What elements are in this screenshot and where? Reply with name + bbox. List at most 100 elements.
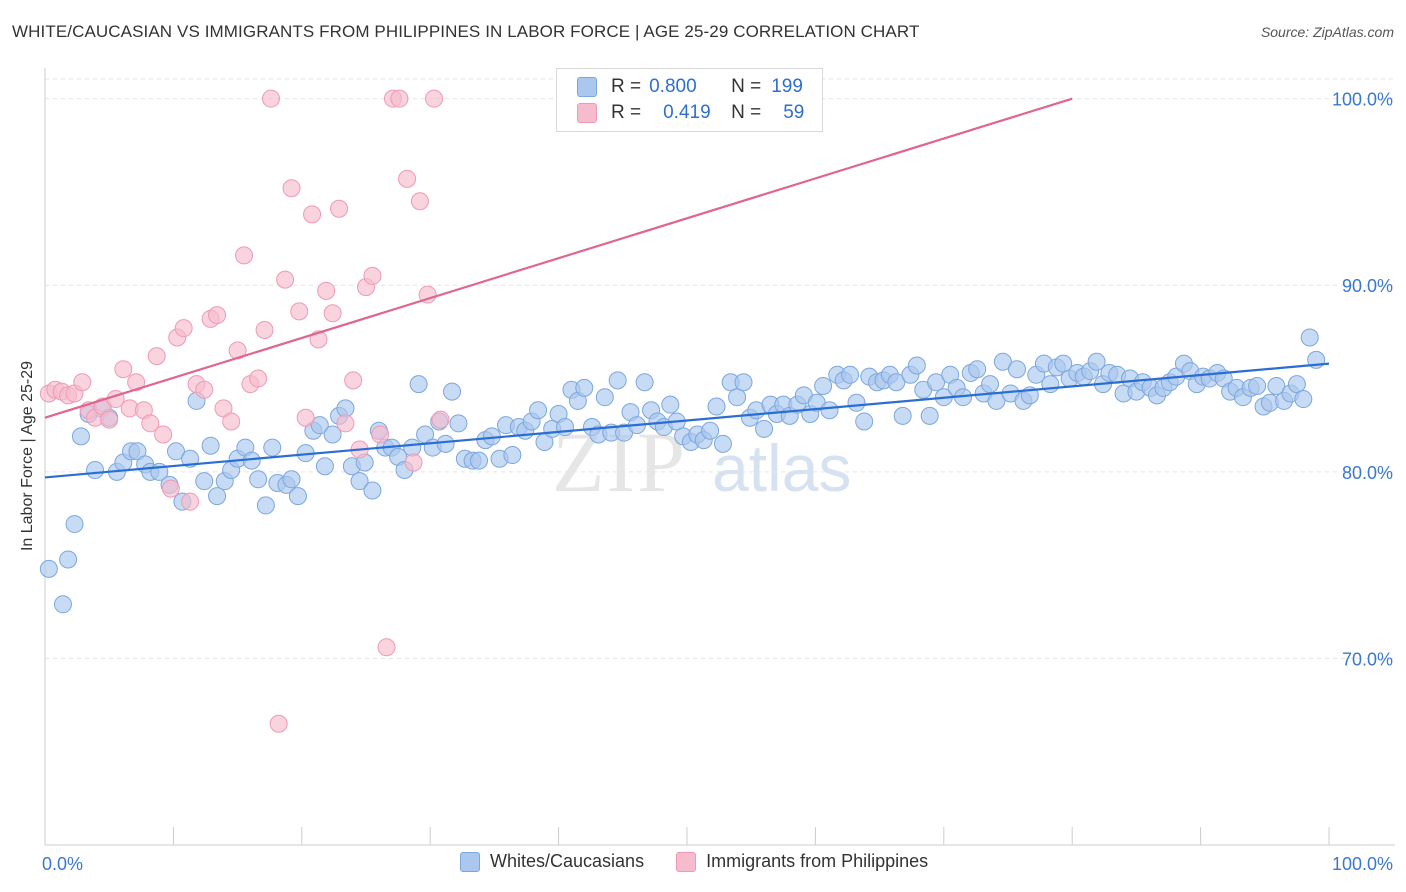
point-whites <box>841 365 860 384</box>
point-whites <box>443 382 462 401</box>
legend-r-label: R = <box>611 102 642 123</box>
bottom-legend-item-whites: Whites/Caucasians <box>460 851 644 872</box>
point-whites <box>993 352 1012 371</box>
point-whites <box>403 438 422 457</box>
chart-title: WHITE/CAUCASIAN VS IMMIGRANTS FROM PHILI… <box>12 22 920 41</box>
point-whites <box>59 550 78 569</box>
legend-row-philippines: R = 0.419 N = 59 <box>577 100 804 126</box>
point-whites <box>208 487 227 506</box>
point-philippines <box>195 380 214 399</box>
y-tick-label: 70.0% <box>1342 649 1393 669</box>
point-whites <box>814 377 833 395</box>
point-whites <box>968 360 987 379</box>
point-whites <box>1267 377 1286 395</box>
y-tick-label: 80.0% <box>1342 463 1393 483</box>
legend-n-value: 199 <box>771 76 803 97</box>
point-philippines <box>398 169 417 188</box>
point-whites <box>363 481 382 500</box>
point-whites <box>166 442 185 461</box>
point-whites <box>449 414 468 433</box>
point-philippines <box>181 492 200 511</box>
point-whites <box>635 373 654 392</box>
y-tick-label: 100.0% <box>1332 90 1393 110</box>
legend-r-value: 0.800 <box>649 76 697 97</box>
point-whites <box>53 595 72 614</box>
point-whites <box>315 457 334 476</box>
point-whites <box>707 397 726 416</box>
point-philippines <box>330 199 349 218</box>
bottom-legend-item-philippines: Immigrants from Philippines <box>676 851 928 872</box>
point-whites <box>1300 328 1319 347</box>
point-whites <box>181 449 200 468</box>
point-philippines <box>114 360 133 379</box>
point-whites <box>310 416 329 435</box>
point-philippines <box>73 373 92 392</box>
point-philippines <box>269 714 288 733</box>
point-philippines <box>127 373 146 392</box>
point-whites <box>608 371 627 390</box>
point-whites <box>920 406 939 425</box>
point-whites <box>927 373 946 392</box>
point-philippines <box>261 89 280 108</box>
point-whites <box>893 406 912 425</box>
legend: R = 0.800 N = 199 R = 0.419 N = 59 <box>556 68 823 132</box>
point-whites <box>755 419 774 438</box>
point-whites <box>734 373 753 392</box>
point-whites <box>661 395 680 414</box>
x-tick-label: 100.0% <box>1332 854 1393 874</box>
legend-row-whites: R = 0.800 N = 199 <box>577 74 803 100</box>
source-label: Source: ZipAtlas.com <box>1260 24 1394 40</box>
point-whites <box>847 393 866 412</box>
point-philippines <box>377 638 396 657</box>
point-philippines <box>276 270 295 289</box>
point-whites <box>409 375 428 394</box>
point-philippines <box>390 89 409 108</box>
point-philippines <box>208 306 227 325</box>
point-whites <box>981 375 1000 394</box>
point-whites <box>201 436 220 455</box>
point-whites <box>288 487 307 506</box>
point-whites <box>595 388 614 407</box>
point-philippines <box>371 425 390 444</box>
point-philippines <box>336 414 355 433</box>
point-whites <box>503 446 522 465</box>
point-whites <box>1294 390 1313 409</box>
point-philippines <box>249 369 268 388</box>
point-philippines <box>363 266 382 285</box>
point-whites <box>820 401 839 420</box>
point-whites <box>249 470 268 489</box>
point-philippines <box>404 453 423 472</box>
point-philippines <box>290 302 309 321</box>
point-philippines <box>255 321 274 340</box>
legend-swatch-blue <box>577 77 597 97</box>
point-whites <box>728 388 747 407</box>
point-whites <box>713 434 732 453</box>
bottom-legend-swatch-blue <box>460 851 480 872</box>
point-whites <box>71 427 90 446</box>
point-whites <box>323 425 342 444</box>
point-philippines <box>344 371 363 390</box>
point-philippines <box>174 319 193 338</box>
point-philippines <box>147 347 166 366</box>
bottom-legend-label: Whites/Caucasians <box>490 851 645 871</box>
point-whites <box>1287 375 1306 394</box>
point-whites <box>1248 377 1267 395</box>
point-whites <box>1054 354 1073 373</box>
point-philippines <box>228 341 247 360</box>
bottom-legend: Whites/Caucasians Immigrants from Philip… <box>460 851 960 872</box>
point-philippines <box>431 410 450 429</box>
y-tick-label: 90.0% <box>1342 276 1393 296</box>
point-philippines <box>418 285 437 304</box>
point-whites <box>529 401 548 420</box>
point-whites <box>263 438 282 457</box>
point-whites <box>65 515 84 534</box>
point-whites <box>1087 352 1106 371</box>
point-whites <box>39 559 58 578</box>
point-philippines <box>100 410 119 429</box>
point-philippines <box>425 89 444 108</box>
point-philippines <box>141 414 160 433</box>
point-whites <box>282 470 301 489</box>
point-philippines <box>154 425 173 444</box>
point-whites <box>887 373 906 392</box>
